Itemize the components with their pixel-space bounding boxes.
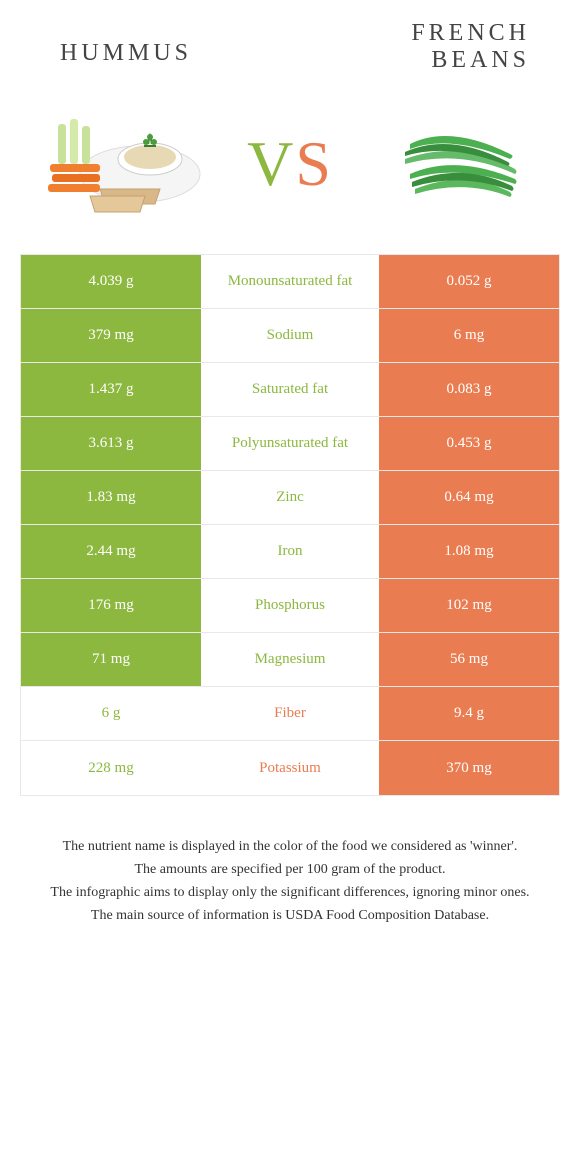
table-row: 2.44 mgIron1.08 mg: [21, 525, 559, 579]
vs-label: VS: [247, 127, 333, 201]
footnote-line: The amounts are specified per 100 gram o…: [30, 859, 550, 880]
hummus-image: [30, 104, 210, 224]
footnote-line: The main source of information is USDA F…: [30, 905, 550, 926]
right-value: 102 mg: [379, 579, 559, 632]
right-value: 1.08 mg: [379, 525, 559, 578]
table-row: 1.83 mgZinc0.64 mg: [21, 471, 559, 525]
nutrient-label: Phosphorus: [201, 579, 379, 632]
table-row: 4.039 gMonounsaturated fat0.052 g: [21, 255, 559, 309]
nutrient-label: Iron: [201, 525, 379, 578]
table-row: 228 mgPotassium370 mg: [21, 741, 559, 795]
nutrient-label: Magnesium: [201, 633, 379, 686]
left-value: 71 mg: [21, 633, 201, 686]
left-value: 379 mg: [21, 309, 201, 362]
left-value: 1.437 g: [21, 363, 201, 416]
beans-image: [370, 104, 550, 224]
left-value: 4.039 g: [21, 255, 201, 308]
right-food-title: FRENCH BEANS: [295, 20, 540, 74]
left-value: 6 g: [21, 687, 201, 740]
table-row: 379 mgSodium6 mg: [21, 309, 559, 363]
left-food-title: HUMMUS: [40, 20, 295, 74]
right-value: 370 mg: [379, 741, 559, 795]
table-row: 176 mgPhosphorus102 mg: [21, 579, 559, 633]
table-row: 3.613 gPolyunsaturated fat0.453 g: [21, 417, 559, 471]
nutrient-label: Fiber: [201, 687, 379, 740]
right-value: 0.64 mg: [379, 471, 559, 524]
left-value: 228 mg: [21, 741, 201, 795]
right-value: 9.4 g: [379, 687, 559, 740]
left-value: 1.83 mg: [21, 471, 201, 524]
nutrient-label: Zinc: [201, 471, 379, 524]
nutrient-label: Polyunsaturated fat: [201, 417, 379, 470]
table-row: 71 mgMagnesium56 mg: [21, 633, 559, 687]
right-value: 0.052 g: [379, 255, 559, 308]
nutrient-label: Monounsaturated fat: [201, 255, 379, 308]
footnote-line: The infographic aims to display only the…: [30, 882, 550, 903]
left-value: 3.613 g: [21, 417, 201, 470]
table-row: 6 gFiber9.4 g: [21, 687, 559, 741]
right-value: 6 mg: [379, 309, 559, 362]
header: HUMMUS FRENCH BEANS: [0, 0, 580, 84]
left-value: 2.44 mg: [21, 525, 201, 578]
footnotes: The nutrient name is displayed in the co…: [0, 796, 580, 948]
images-row: VS: [0, 84, 580, 254]
nutrient-label: Sodium: [201, 309, 379, 362]
vs-s: S: [295, 128, 333, 199]
nutrient-label: Potassium: [201, 741, 379, 795]
right-value: 0.083 g: [379, 363, 559, 416]
right-value: 56 mg: [379, 633, 559, 686]
footnote-line: The nutrient name is displayed in the co…: [30, 836, 550, 857]
right-value: 0.453 g: [379, 417, 559, 470]
comparison-table: 4.039 gMonounsaturated fat0.052 g379 mgS…: [20, 254, 560, 796]
left-value: 176 mg: [21, 579, 201, 632]
vs-v: V: [247, 128, 295, 199]
nutrient-label: Saturated fat: [201, 363, 379, 416]
table-row: 1.437 gSaturated fat0.083 g: [21, 363, 559, 417]
right-title-line1: FRENCH: [411, 20, 530, 46]
right-title-line2: BEANS: [431, 47, 530, 73]
